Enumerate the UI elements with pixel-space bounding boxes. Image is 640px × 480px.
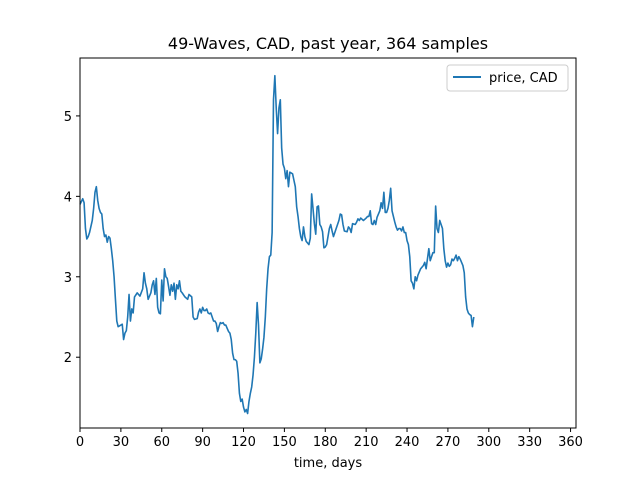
series-line-0 (79, 74, 475, 415)
x-tick-label: 30 (113, 435, 130, 450)
x-tick-label: 240 (395, 435, 420, 450)
x-tick-label: 150 (272, 435, 297, 450)
y-tick-label: 5 (64, 110, 72, 125)
y-tick-label: 3 (64, 271, 72, 286)
x-tick-label: 180 (313, 435, 338, 450)
x-axis: 0 30 60 90 120 150 180 210 240 270 300 330 360 (76, 428, 583, 450)
plot-area (79, 57, 577, 429)
plot-frame (79, 57, 577, 429)
x-tick-label: 300 (476, 435, 501, 450)
chart-title: 49-Waves, CAD, past year, 364 samples (168, 34, 488, 53)
x-tick-label: 60 (153, 435, 170, 450)
y-axis: 2 3 4 5 (64, 110, 80, 366)
x-tick-label: 210 (354, 435, 379, 450)
x-tick-label: 330 (517, 435, 542, 450)
legend-box (446, 64, 569, 92)
y-tick-label: 2 (64, 351, 72, 366)
y-tick-label: 4 (64, 190, 72, 205)
x-tick-label: 120 (231, 435, 256, 450)
x-axis-label: time, days (294, 456, 363, 471)
x-tick-label: 270 (435, 435, 460, 450)
x-tick-label: 90 (194, 435, 211, 450)
legend: price, CAD (446, 64, 569, 92)
series-layer (79, 74, 475, 415)
legend-label: price, CAD (489, 71, 558, 86)
x-tick-label: 0 (76, 435, 84, 450)
x-tick-label: 360 (558, 435, 583, 450)
